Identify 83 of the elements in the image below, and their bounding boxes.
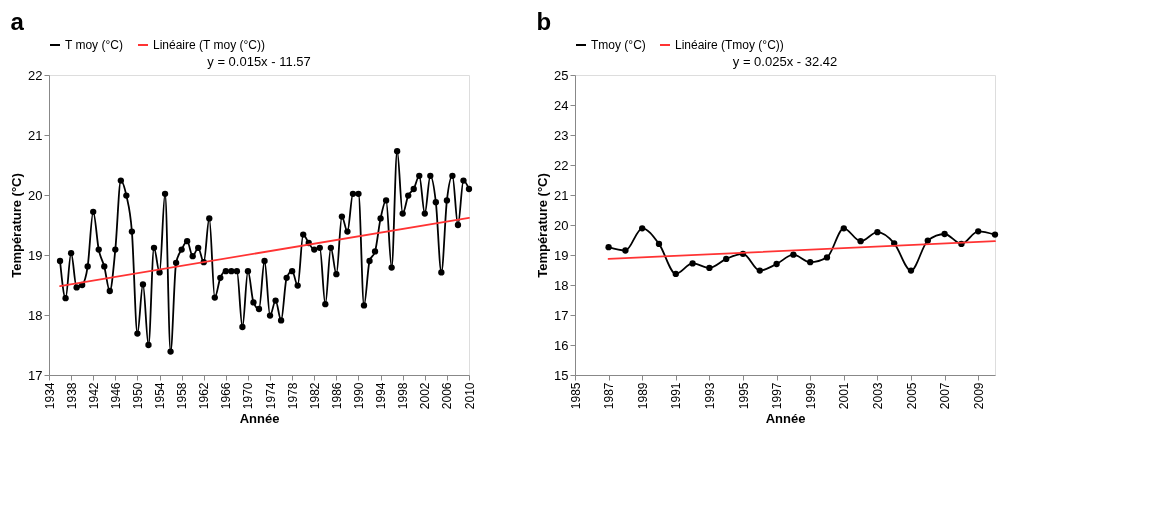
- text: y = 0.025x - 32.42: [732, 54, 838, 69]
- x-tick-label: 1958: [175, 382, 190, 410]
- y-tick-label: 25: [554, 67, 569, 83]
- point: [639, 225, 646, 232]
- point: [622, 247, 629, 254]
- x-tick-label: 2009: [971, 382, 986, 410]
- x-tick-label: 2005: [904, 382, 919, 410]
- x-tick-label: 2003: [870, 382, 885, 410]
- y-tick-label: 20: [28, 187, 43, 203]
- point: [975, 228, 982, 235]
- x-tick-label: 1970: [241, 382, 256, 410]
- x-axis-title: Année: [765, 411, 806, 427]
- x-tick-label: 2006: [440, 382, 455, 410]
- x-tick-label: 1978: [285, 382, 300, 410]
- point: [991, 231, 999, 238]
- x-tick-label: 1994: [374, 382, 389, 410]
- x-tick-label: 1990: [351, 382, 366, 410]
- legend-label: T moy (°C): [65, 38, 123, 52]
- x-tick-label: 2002: [418, 382, 433, 410]
- x-tick-label: 1950: [130, 382, 145, 410]
- x-tick-label: 1993: [702, 382, 717, 410]
- x-tick-label: 1986: [329, 382, 344, 410]
- y-tick-label: 21: [554, 187, 569, 203]
- y-tick-label: 18: [28, 307, 43, 323]
- point: [655, 240, 663, 248]
- point: [706, 264, 713, 272]
- y-tick-label: 18: [554, 277, 569, 293]
- point: [689, 260, 696, 267]
- chart-title: b: [536, 8, 552, 35]
- point: [907, 267, 915, 274]
- x-axis-title: Année: [239, 411, 280, 427]
- x-tick-label: 2010: [462, 382, 477, 410]
- point: [790, 251, 797, 258]
- y-tick-label: 16: [554, 337, 569, 353]
- x-tick-label: 1934: [42, 382, 57, 410]
- x-tick-label: 1954: [153, 382, 168, 410]
- x-tick-label: 1989: [635, 382, 650, 410]
- y-tick-label: 15: [554, 367, 569, 383]
- x-tick-label: 1987: [602, 382, 617, 410]
- text: y = 0.015x - 11.57: [207, 54, 311, 69]
- chart-title: a: [10, 8, 25, 35]
- point: [924, 237, 931, 244]
- x-tick-label: 1982: [307, 382, 322, 410]
- x-tick-label: 1938: [64, 382, 79, 410]
- point: [773, 260, 780, 268]
- x-tick-label: 1946: [108, 382, 123, 410]
- y-tick-label: 19: [28, 247, 43, 263]
- x-tick-label: 1997: [770, 382, 785, 410]
- x-tick-label: 1995: [736, 382, 751, 410]
- point: [807, 259, 814, 266]
- x-tick-label: 1998: [396, 382, 411, 410]
- y-tick-label: 22: [28, 67, 43, 83]
- point: [756, 267, 763, 274]
- x-tick-label: 2007: [938, 382, 953, 410]
- y-tick-label: 23: [554, 127, 569, 143]
- point: [857, 238, 864, 245]
- legend-label: Linéaire (Tmoy (°C)): [675, 38, 784, 52]
- y-axis-title: Température (°C): [9, 173, 25, 278]
- y-tick-label: 19: [554, 247, 569, 263]
- y-axis-title: Température (°C): [535, 173, 551, 278]
- x-tick-label: 1985: [568, 382, 583, 410]
- point: [840, 225, 847, 232]
- y-tick-label: 17: [28, 367, 43, 383]
- x-tick-label: 1942: [86, 382, 101, 410]
- point: [823, 254, 831, 261]
- y-tick-label: 17: [554, 307, 569, 323]
- x-tick-label: 1974: [263, 382, 278, 410]
- y-tick-label: 24: [554, 97, 569, 113]
- y-tick-label: 21: [28, 127, 43, 143]
- point: [874, 229, 881, 236]
- x-tick-label: 1962: [197, 382, 212, 410]
- point: [941, 230, 948, 238]
- legend-label: Linéaire (T moy (°C)): [153, 38, 265, 52]
- point: [605, 244, 612, 251]
- x-tick-label: 1966: [219, 382, 234, 410]
- y-tick-label: 22: [554, 157, 569, 173]
- legend-label: Tmoy (°C): [591, 38, 646, 52]
- x-tick-label: 2001: [837, 382, 852, 410]
- point: [672, 270, 679, 278]
- x-tick-label: 1999: [803, 382, 818, 410]
- y-tick-label: 20: [554, 217, 569, 233]
- x-tick-label: 1991: [669, 382, 684, 410]
- point: [723, 255, 730, 263]
